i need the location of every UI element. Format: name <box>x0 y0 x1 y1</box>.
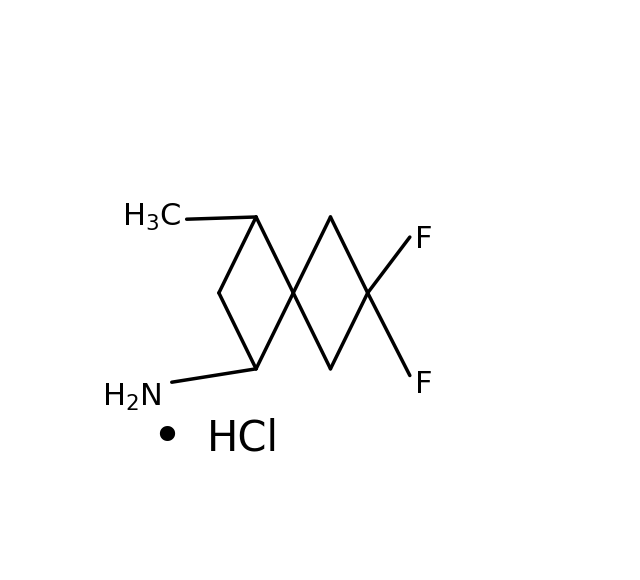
Text: F: F <box>415 225 432 254</box>
Text: HCl: HCl <box>207 417 278 459</box>
Text: $\mathsf{H_3C}$: $\mathsf{H_3C}$ <box>122 201 182 233</box>
Text: •: • <box>151 412 182 464</box>
Text: $\mathsf{H_2N}$: $\mathsf{H_2N}$ <box>102 382 162 414</box>
Text: F: F <box>415 370 432 399</box>
